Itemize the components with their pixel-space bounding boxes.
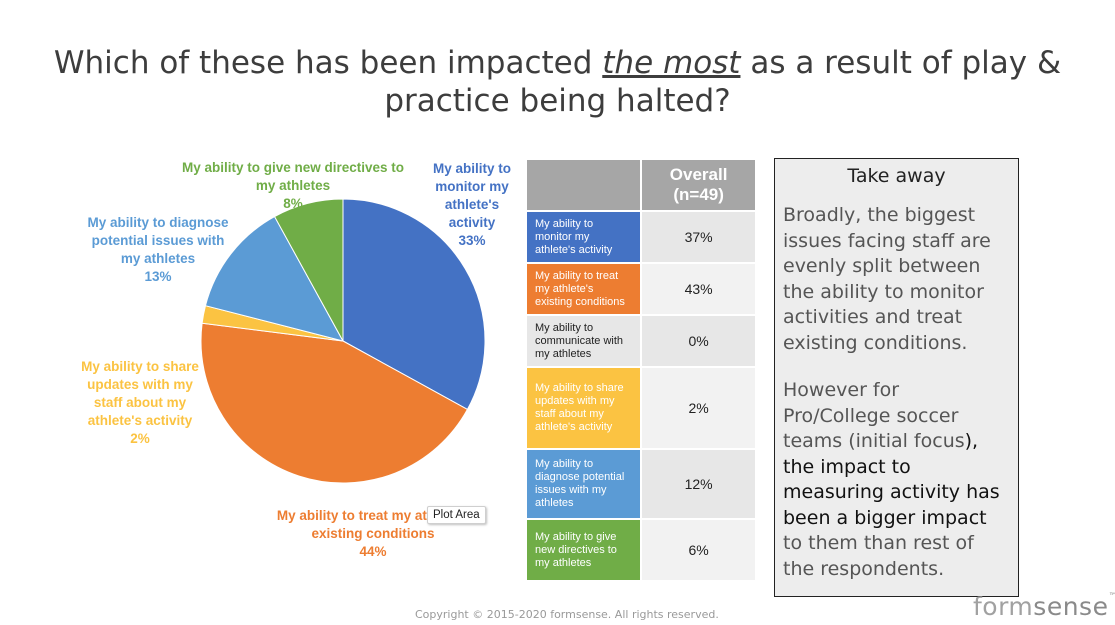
pie-label-line: athlete's activity (87, 413, 193, 428)
table-row: My ability to communicate with my athlet… (524, 314, 757, 368)
copyright-text: Copyright © 2015-2020 formsense. All rig… (415, 608, 719, 621)
pie-label-line: athlete's (444, 197, 500, 212)
pie-label-line: existing conditions (311, 526, 435, 541)
takeaway-para2-c: to them than rest of the respondents. (783, 532, 974, 580)
table-header-row: Overall (n=49) (524, 158, 757, 212)
table-cell-label: My ability to share updates with my staf… (524, 366, 643, 450)
table-cell-value: 37% (640, 210, 757, 264)
takeaway-para1: Broadly, the biggest issues facing staff… (783, 204, 991, 354)
pie-label-line: updates with my (87, 377, 193, 392)
pie-label-treat: My ability to treat my athlete's existing… (268, 507, 478, 561)
page-title: Which of these has been impacted the mos… (40, 44, 1075, 120)
pie-label-value: 13% (144, 269, 172, 284)
pie-slice-diagnose (204, 215, 344, 342)
pie-label-value: 2% (130, 431, 150, 446)
pie-label-value: 44% (359, 544, 387, 559)
table-cell-value: 6% (640, 518, 757, 582)
pie-label-value: 33% (458, 233, 486, 248)
table-cell-label: My ability to give new directives to my … (524, 518, 643, 582)
logo-form: form (973, 592, 1034, 621)
table-body: My ability to monitor my athlete's activ… (524, 210, 757, 582)
table-header-overall: Overall (n=49) (640, 158, 757, 212)
pie-label-monitor: My ability to monitor my athlete's activity… (424, 160, 520, 250)
table-row: My ability to treat my athlete's existin… (524, 262, 757, 316)
pie-label-line: My ability to diagnose (87, 215, 229, 230)
table-cell-value: 2% (640, 366, 757, 450)
pie-label-diagnose: My ability to diagnose potential issues w… (80, 214, 236, 286)
pie-label-line: staff about my (93, 395, 187, 410)
takeaway-title: Take away (847, 165, 946, 187)
table-cell-label: My ability to communicate with my athlet… (524, 314, 643, 368)
logo-tm: ™ (1108, 592, 1115, 602)
results-table: Overall (n=49) My ability to monitor my … (524, 158, 757, 582)
title-emphasis: the most (602, 45, 741, 81)
plot-area-tooltip: Plot Area (427, 506, 486, 524)
pie-chart (200, 198, 486, 484)
formsense-logo: formsense™ (973, 592, 1115, 621)
takeaway-box: Take away Broadly, the biggest issues fa… (774, 158, 1019, 597)
title-before: Which of these has been impacted (53, 45, 603, 81)
pie-label-line: my athletes (120, 251, 196, 266)
table-header-blank (524, 158, 643, 212)
pie-slice-monitor (342, 198, 486, 411)
pie-label-line: My ability to give new directives to (181, 160, 405, 175)
logo-sense: sense (1033, 592, 1109, 621)
pie-label-value: 8% (283, 196, 303, 211)
pie-label-line: my athletes (255, 178, 331, 193)
pie-label-line: My ability to share (81, 359, 199, 374)
table-cell-value: 0% (640, 314, 757, 368)
table-cell-label: My ability to diagnose potential issues … (524, 448, 643, 520)
table-cell-value: 43% (640, 262, 757, 316)
table-cell-value: 12% (640, 448, 757, 520)
pie-slice-treat (200, 322, 469, 484)
pie-label-line: activity (448, 215, 496, 230)
table-row: My ability to give new directives to my … (524, 518, 757, 582)
takeaway-para2-a: However for Pro/College soccer teams (in… (783, 379, 965, 452)
pie-label-line: potential issues with (91, 233, 225, 248)
pie-label-line: monitor my (435, 179, 509, 194)
takeaway-para2-b: ), the impact to measuring activity has … (783, 430, 1000, 529)
takeaway-text: Broadly, the biggest issues facing staff… (783, 203, 1010, 582)
table-row: My ability to share updates with my staf… (524, 366, 757, 450)
title-after: as a result of play & practice being hal… (384, 45, 1062, 119)
pie-label-share: My ability to share updates with my staff … (74, 358, 206, 448)
table-cell-label: My ability to monitor my athlete's activ… (524, 210, 643, 264)
table-cell-label: My ability to treat my athlete's existin… (524, 262, 643, 316)
table-row: My ability to monitor my athlete's activ… (524, 210, 757, 264)
pie-label-directives: My ability to give new directives to my a… (172, 159, 414, 213)
pie-label-line: My ability to (432, 161, 511, 176)
table-row: My ability to diagnose potential issues … (524, 448, 757, 520)
pie-label-line: My ability to treat my athlete's (276, 508, 470, 523)
pie-slice-directives (273, 198, 344, 342)
